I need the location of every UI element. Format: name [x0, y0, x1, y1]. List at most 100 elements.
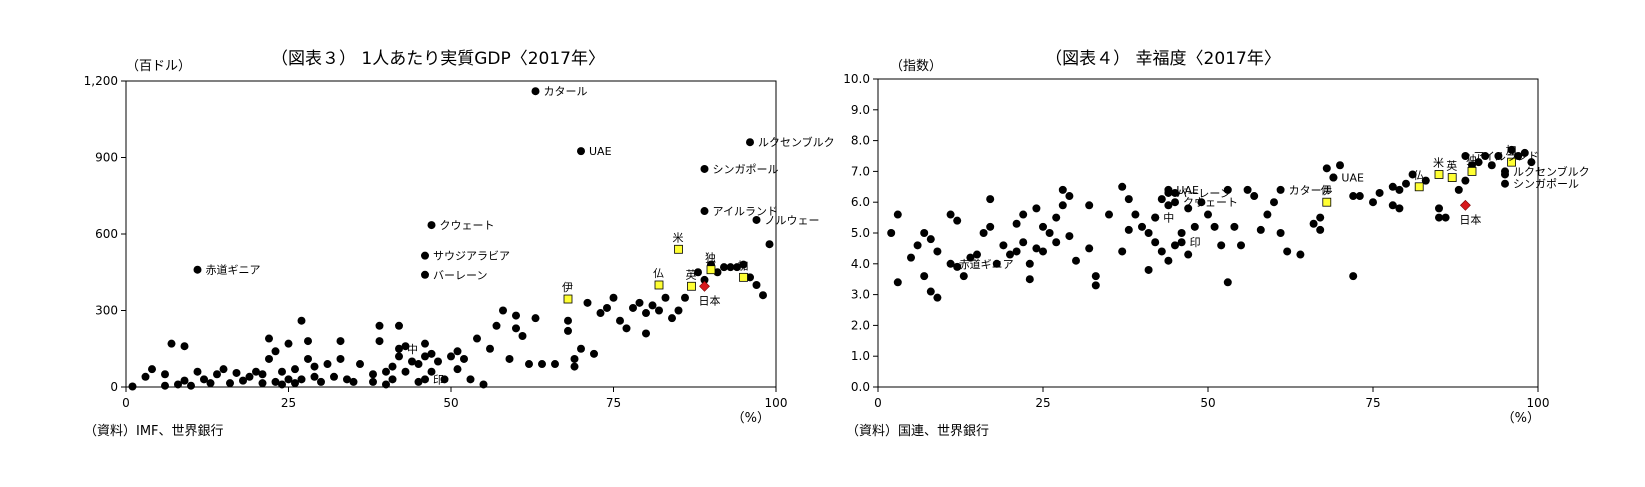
chart-gdp-point-label: 赤道ギニア [206, 263, 261, 277]
chart-gdp-labeled-point [395, 344, 403, 353]
chart-gdp-point [271, 347, 280, 356]
chart-gdp-point [369, 370, 377, 379]
chart-happiness-y-tick-label: 9.0 [851, 103, 870, 117]
chart-happiness-y-tick-label: 8.0 [851, 134, 870, 148]
chart-gdp-labeled-point [421, 375, 429, 384]
chart-gdp-highlight-marker [739, 272, 748, 282]
chart-gdp-point [694, 268, 702, 277]
chart-gdp-point [408, 357, 416, 366]
chart-happiness-point [1474, 158, 1483, 167]
chart-gdp-point [148, 365, 156, 374]
chart-happiness-point [893, 210, 902, 219]
chart-gdp-point [128, 382, 137, 391]
chart-happiness-point [920, 229, 929, 237]
chart-happiness-point [1487, 161, 1496, 170]
chart-happiness-point [1012, 219, 1021, 228]
chart-happiness-point [959, 272, 968, 281]
chart-gdp-point [382, 367, 390, 376]
chart-happiness-point [1105, 210, 1113, 219]
chart-happiness-point [1085, 244, 1094, 253]
chart-happiness-point-label: クウェート [1183, 196, 1238, 209]
chart-happiness-highlight-marker [1434, 170, 1444, 179]
chart-happiness-point [973, 250, 981, 259]
chart-gdp-point [167, 339, 176, 348]
chart-gdp-point [330, 372, 338, 381]
chart-happiness-point [966, 253, 975, 262]
chart-happiness-point [1164, 256, 1173, 265]
chart-happiness-point [1316, 225, 1325, 234]
chart-happiness-point [1263, 210, 1272, 219]
chart-happiness-point [1032, 204, 1041, 213]
chart-gdp-point [310, 362, 319, 371]
chart-happiness-point [913, 241, 922, 250]
chart-gdp-point [245, 372, 254, 381]
chart-happiness-highlight-label: 米 [1433, 156, 1444, 169]
chart-gdp-point [596, 309, 605, 318]
chart-happiness-point [1355, 192, 1364, 201]
chart-gdp-labeled-point [421, 251, 429, 260]
chart-happiness-point [1316, 213, 1325, 222]
chart-happiness-labeled-point [1171, 198, 1179, 207]
chart-happiness-labeled-point [946, 259, 955, 268]
chart-gdp-point [317, 377, 325, 386]
chart-happiness-point [1190, 222, 1199, 231]
chart-happiness-y-unit: （指数） [890, 59, 942, 74]
chart-gdp-point [733, 263, 741, 272]
chart-happiness-labeled-point [1177, 238, 1186, 247]
chart-happiness-point [1210, 222, 1219, 231]
chart-happiness-point [1349, 272, 1358, 281]
chart-happiness-point [1514, 152, 1523, 160]
chart-happiness-point [1124, 195, 1133, 204]
chart-happiness-title: （図表４） 幸福度〈2017年〉 [1045, 49, 1281, 69]
chart-happiness-point [907, 253, 915, 262]
chart-happiness-point [1421, 176, 1430, 185]
chart-gdp-point [395, 321, 403, 330]
chart-gdp-point [505, 354, 514, 363]
chart-gdp-point-label: UAE [589, 145, 612, 158]
chart-gdp-point [512, 324, 520, 333]
chart-happiness-point [933, 293, 942, 302]
chart-happiness-labeled-point [1164, 188, 1173, 197]
chart-gdp-point [232, 368, 241, 377]
chart-happiness-point [1217, 241, 1226, 250]
chart-gdp-labeled-point [577, 147, 585, 156]
chart-gdp-point [252, 367, 260, 376]
chart-gdp-point [310, 372, 319, 381]
chart-gdp-point [609, 293, 618, 302]
chart-gdp-point [356, 360, 364, 369]
chart-gdp-point-label: ノルウェー [765, 214, 820, 227]
chart-happiness-point [926, 287, 935, 296]
chart-happiness-point [1322, 164, 1331, 173]
chart-happiness-point [1164, 201, 1173, 210]
chart-gdp-point [551, 360, 559, 369]
chart-gdp-point [414, 360, 423, 369]
chart-happiness-point-label: アイルランド [1473, 150, 1538, 163]
chart-happiness-y-tick-label: 3.0 [851, 288, 870, 302]
chart-gdp-point [297, 316, 306, 325]
chart-happiness-point [1256, 225, 1265, 234]
chart-happiness-y-tick-label: 2.0 [851, 318, 870, 332]
chart-happiness-point-label: ルクセンブルク [1513, 164, 1590, 178]
chart-gdp-point [193, 367, 202, 376]
chart-gdp-point-label: 中 [407, 343, 418, 356]
chart-gdp-highlight-marker [674, 244, 683, 254]
chart-gdp-point [661, 293, 670, 302]
chart-happiness-point [1481, 152, 1490, 160]
chart-gdp-point [258, 370, 267, 379]
chart-happiness-point [1197, 198, 1206, 207]
chart-gdp-point [336, 337, 345, 346]
chart-gdp-point [395, 352, 403, 361]
chart-happiness-point [1012, 247, 1021, 256]
chart-gdp-point-label: バーレーン [433, 269, 487, 282]
chart-gdp-labeled-point [193, 265, 202, 274]
chart-happiness-point [1039, 247, 1047, 256]
chart-gdp-point [427, 349, 436, 358]
chart-gdp-point [525, 360, 533, 369]
chart-gdp-highlight-label: 英 [686, 267, 697, 281]
chart-gdp-point [161, 381, 169, 390]
chart-gdp-point [219, 365, 228, 374]
chart-happiness-point [1276, 229, 1285, 237]
chart-gdp-point [161, 370, 169, 379]
chart-happiness-point [1454, 185, 1463, 194]
chart-gdp-y-tick-label: 0 [110, 380, 118, 394]
